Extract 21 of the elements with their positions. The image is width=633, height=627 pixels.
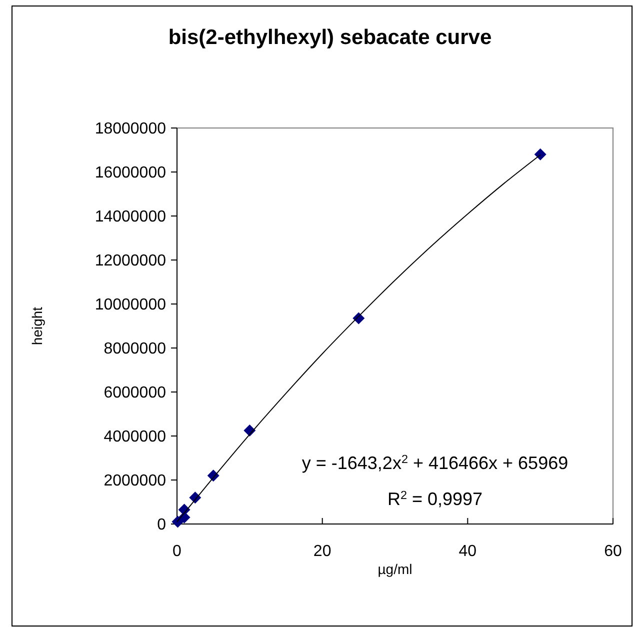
x-tick-label: 0 bbox=[172, 543, 182, 560]
point bbox=[172, 516, 184, 528]
y-tick-label: 12000000 bbox=[94, 252, 166, 270]
y-tick-label: 6000000 bbox=[104, 384, 166, 402]
y-tick-label: 8000000 bbox=[104, 340, 166, 358]
annotation: R$^{2}$ = 0,9997 bbox=[387, 488, 483, 509]
x-axis-title: µg/ml bbox=[378, 561, 412, 577]
x-tick-label: 60 bbox=[604, 543, 622, 560]
x-tick-label: 20 bbox=[313, 543, 332, 560]
y-tick-label: 14000000 bbox=[94, 208, 166, 226]
y-tick-label: 2000000 bbox=[104, 472, 166, 490]
y-tick-label: 0 bbox=[157, 516, 166, 534]
point bbox=[534, 148, 546, 160]
annotation: y = -1643,2x$^{2}$ + 416466x + 65969 bbox=[302, 452, 568, 473]
y-tick-label: 10000000 bbox=[94, 296, 166, 314]
y-tick-label: 4000000 bbox=[104, 428, 166, 446]
y-tick-label: 18000000 bbox=[94, 120, 166, 138]
y-axis-title: height bbox=[29, 306, 45, 346]
y-tick-label: 16000000 bbox=[94, 164, 166, 182]
chart-title: bis(2-ethylhexyl) sebacate curve bbox=[168, 26, 492, 49]
x-tick-label: 40 bbox=[458, 543, 477, 560]
